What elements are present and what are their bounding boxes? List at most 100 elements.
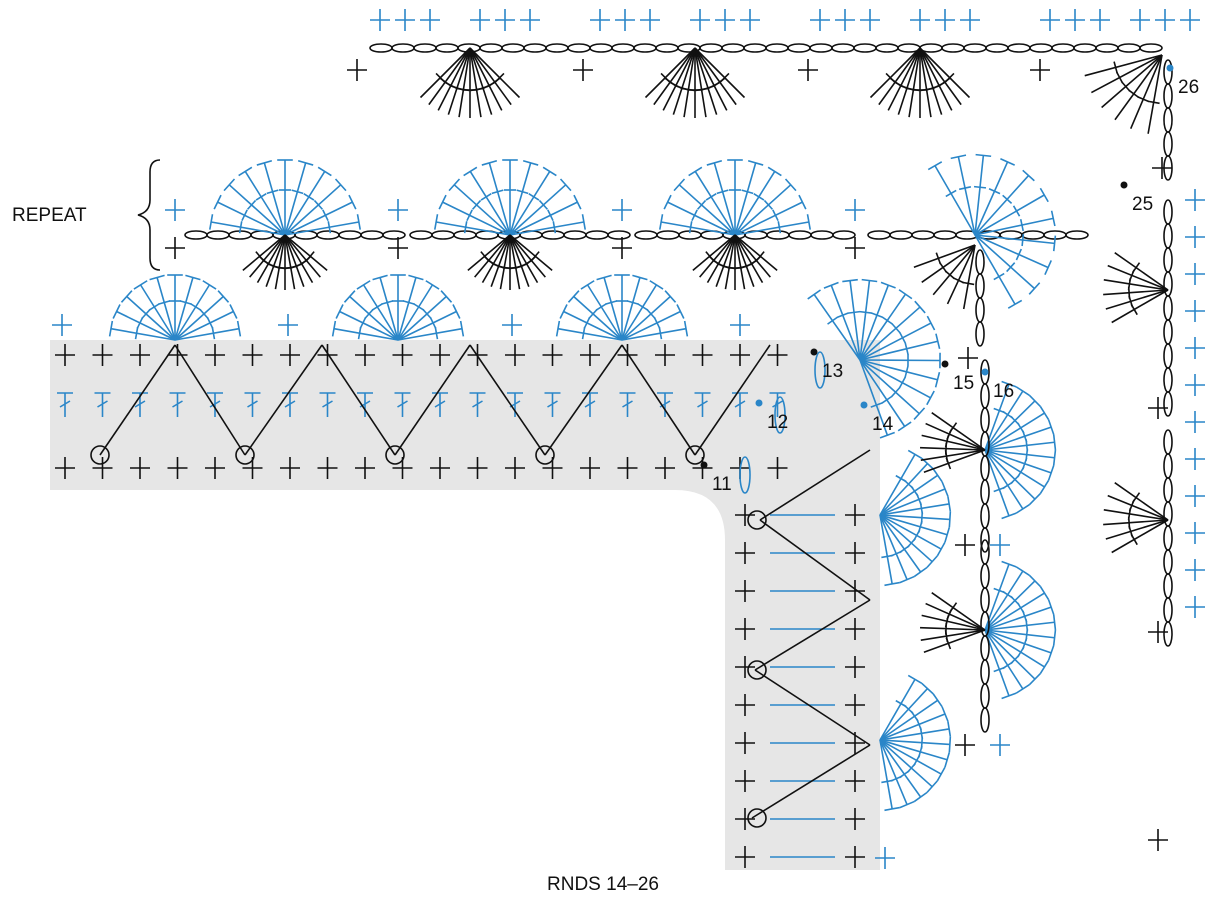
fan-cap	[438, 194, 447, 210]
sc-stitch	[420, 9, 440, 31]
fan-stitch	[974, 175, 1030, 236]
fan-stitch	[984, 629, 1055, 639]
fan-stitch	[1114, 482, 1169, 521]
fan-stitch	[913, 244, 976, 268]
fan-cap	[256, 159, 273, 166]
fan-stitch	[713, 162, 736, 236]
chain-stitch	[788, 230, 812, 240]
fan-cap	[913, 407, 926, 420]
fan-cap	[1028, 282, 1041, 295]
fan-stitch	[397, 284, 434, 341]
fan-stitch	[734, 201, 803, 236]
fan-stitch	[174, 327, 240, 341]
hdc-stitch	[169, 392, 186, 417]
chain-stitch	[739, 456, 751, 494]
fan-stitch	[126, 295, 176, 341]
fan-bar	[238, 221, 243, 234]
sc-stitch	[205, 344, 225, 366]
sc-stitch	[740, 9, 760, 31]
fan-bar	[945, 189, 957, 198]
fan-bar	[199, 308, 209, 319]
fan-stitch	[919, 47, 962, 106]
sc-stitch	[617, 457, 638, 479]
fan-cap	[1039, 586, 1050, 601]
sc-stitch	[730, 314, 750, 336]
fan-stitch	[419, 47, 471, 99]
round-start	[755, 399, 763, 407]
fan-stitch	[557, 327, 623, 341]
fan-bar	[422, 308, 432, 319]
fan-stitch	[984, 629, 1052, 654]
fan-cap	[1007, 299, 1023, 309]
sc-stitch	[1148, 621, 1168, 643]
repeat-brace	[137, 159, 161, 271]
sc-stitch	[1148, 397, 1168, 419]
fan-cap	[1052, 235, 1057, 252]
fan-bar	[691, 209, 698, 222]
chain-stitch	[980, 383, 990, 409]
fan-cap	[149, 274, 165, 281]
sc-stitch	[542, 344, 563, 366]
fan-bar	[357, 327, 362, 340]
fan-stitch	[509, 170, 551, 236]
chain-stitch	[545, 43, 569, 53]
sc-stitch	[690, 9, 710, 31]
round-number: 25	[1132, 194, 1153, 215]
fan-stitch	[859, 359, 889, 436]
fan-stitch	[428, 47, 471, 106]
sc-stitch	[735, 732, 755, 754]
fan-bar	[660, 72, 671, 83]
fan-cap	[798, 194, 807, 210]
fan-cap	[944, 527, 951, 543]
fan-stitch	[931, 412, 986, 451]
round-number: 26	[1178, 77, 1199, 98]
fan-stitch	[984, 606, 1052, 631]
fan-cap	[1039, 187, 1049, 203]
chain-stitch	[1163, 59, 1173, 85]
fan-bar	[266, 189, 279, 195]
fan-stitch	[499, 234, 511, 290]
fan-cap	[688, 166, 703, 177]
fan-stitch	[859, 359, 906, 427]
chain-stitch	[391, 43, 415, 53]
fan-stitch	[925, 602, 986, 631]
fan-bar	[637, 303, 649, 311]
sc-stitch	[730, 344, 750, 366]
fan-cap	[356, 280, 371, 290]
fan-cap	[913, 566, 928, 578]
sc-stitch	[1185, 411, 1205, 433]
sc-stitch	[520, 9, 540, 31]
fan-stitch	[878, 47, 921, 106]
fan-stitch	[706, 234, 736, 284]
fan-bar	[480, 251, 490, 262]
fan-stitch	[974, 234, 1016, 305]
fan-stitch	[442, 201, 511, 236]
fan-stitch	[984, 570, 1024, 631]
fan-stitch	[284, 234, 314, 284]
chain-stitch	[810, 230, 834, 240]
round-number: 15	[953, 373, 974, 394]
sc-stitch	[640, 9, 660, 31]
round-start	[810, 348, 818, 356]
fan-stitch	[667, 201, 736, 236]
zigzag	[244, 344, 323, 456]
fan-bar	[255, 192, 267, 201]
fan-stitch	[919, 47, 943, 115]
chain-stitch	[523, 43, 547, 53]
fan-bar	[944, 270, 956, 280]
fan-stitch	[621, 310, 681, 341]
fan-cap	[481, 159, 498, 166]
fan-stitch	[284, 234, 321, 278]
fan-stitch	[734, 221, 809, 236]
fan-stitch	[1114, 252, 1169, 291]
chain-stitch	[699, 43, 723, 53]
fan-cap	[1047, 645, 1055, 661]
sc-stitch	[52, 314, 72, 336]
chain-stitch	[1163, 295, 1173, 321]
fan-stitch	[879, 514, 908, 580]
fan-stitch	[984, 629, 1036, 680]
fan-stitch	[921, 614, 986, 631]
fan-cap	[202, 280, 217, 290]
fan-bar	[1131, 262, 1141, 274]
fan-bar	[552, 221, 557, 234]
